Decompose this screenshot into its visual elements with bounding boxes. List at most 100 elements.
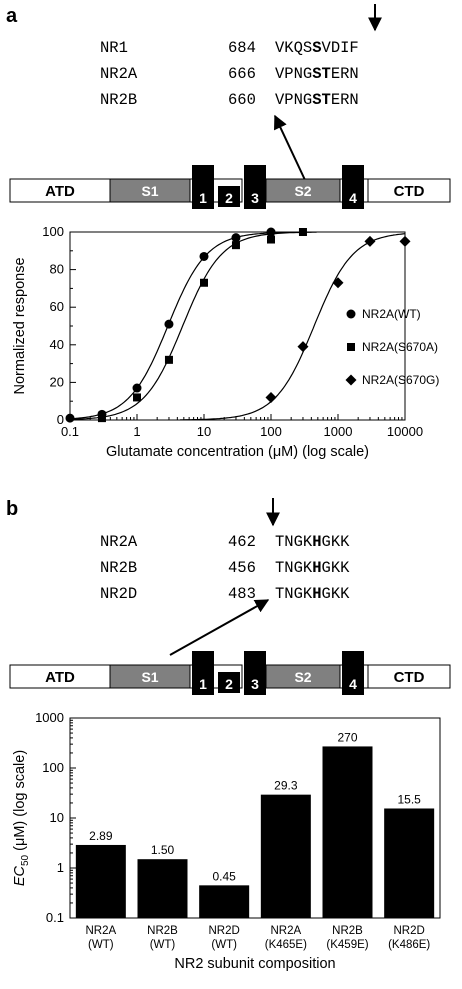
category-label: (K486E) [388,939,430,951]
fit-curve [180,233,406,421]
data-point [133,393,141,402]
data-point [298,228,307,236]
y-tick-label: 20 [50,374,64,389]
data-point [200,278,208,287]
data-point [199,251,209,261]
sequence-row: NR2B 660 VPNGSTERN [100,91,359,109]
domain-m2: 2 [225,190,233,206]
legend-label: NR2A(S670G) [362,373,439,387]
y-tick-label: 100 [42,760,64,775]
y-tick-label: 40 [50,337,64,352]
legend-label: NR2A(S670A) [362,340,438,354]
seq-residues: TNGKHGKK [275,559,350,577]
sequence-row: NR2A 666 VPNGSTERN [100,65,359,83]
y-tick-label: 60 [50,299,64,314]
data-point [266,227,276,237]
domain-ctd: CTD [394,183,425,200]
domain-diagram-a: ATD S1 1 2 3 S2 4 CTD [9,165,451,209]
category-label: NR2B [147,925,178,937]
panel-b-label: b [6,498,18,520]
category-label: (WT) [150,939,176,951]
y-tick-label: 1 [57,860,64,875]
seq-residues: VPNGSTERN [275,91,359,109]
bar [322,746,373,918]
domain-s1: S1 [141,669,158,685]
seq-residues: TNGKHGKK [275,585,350,603]
data-point [231,233,241,243]
bar [384,808,435,918]
domain-s2: S2 [294,183,311,199]
category-label: NR2B [332,925,363,937]
value-label: 1.50 [151,843,175,857]
category-label: NR2A [85,925,116,937]
y-tick-label: 10 [50,810,64,825]
bar [137,859,188,918]
data-point [364,235,376,247]
data-point [231,241,240,250]
pointer-arrow-b [169,599,270,656]
domain-m4: 4 [349,676,357,692]
legend-label: NR2A(WT) [362,307,421,321]
category-label: (WT) [211,939,237,951]
seq-residues: VKQSSVDIF [275,39,359,57]
category-label: NR2D [394,925,425,937]
seq-pos: 483 [228,585,256,603]
value-label: 29.3 [274,779,298,793]
data-point [399,235,411,247]
domain-atd: ATD [45,183,75,200]
data-point [132,383,142,393]
data-point [265,391,277,403]
plot-frame [69,231,406,421]
bar [199,885,250,918]
domain-atd: ATD [45,669,75,686]
domain-m2: 2 [225,676,233,692]
data-point [97,414,106,423]
legend-marker [345,374,357,386]
y-tick-label: 0 [57,412,64,427]
seq-name: NR1 [100,39,128,57]
seq-name: NR2B [100,559,137,577]
x-tick-label: 10000 [387,424,423,439]
domain-m4: 4 [349,190,357,206]
y-axis-label: EC50 (μM) (log scale) [12,750,31,886]
fit-curve [70,231,317,420]
domain-m1: 1 [199,676,207,692]
domain-ctd: CTD [394,669,425,686]
pointer-arrow-a [274,114,306,181]
sequence-row: NR2A 462 TNGKHGKK [100,533,350,551]
seq-name: NR2A [100,65,138,83]
x-axis-label: NR2 subunit composition [174,956,335,972]
domain-m3: 3 [251,190,259,206]
legend-marker [347,343,355,351]
fit-curve [69,231,302,420]
domain-s1: S1 [141,183,158,199]
seq-pos: 462 [228,533,256,551]
seq-pos: 666 [228,65,256,83]
domain-m3: 3 [251,676,259,692]
bar [75,844,126,918]
seq-name: NR2A [100,533,138,551]
y-tick-label: 100 [42,224,64,239]
category-label: (K459E) [326,939,368,951]
data-point [164,319,174,329]
x-tick-label: 10 [197,424,211,439]
seq-name: NR2B [100,91,137,109]
data-point [332,277,344,289]
value-label: 15.5 [397,792,421,806]
seq-name: NR2D [100,585,137,603]
ec50-bar-chart: 0.1 1 10 100 1000 2.89 NR2A (WT) 1.50 NR2B (WT) 0.4… [12,710,441,972]
data-point [164,355,173,364]
value-label: 0.45 [212,869,236,883]
x-tick-label: 1000 [324,424,353,439]
data-point [297,341,309,353]
y-tick-label: 80 [50,262,64,277]
value-label: 270 [337,730,357,744]
seq-pos: 684 [228,39,256,57]
domain-m1: 1 [199,190,207,206]
seq-pos: 456 [228,559,256,577]
seq-residues: TNGKHGKK [275,533,350,551]
x-tick-label: 100 [260,424,282,439]
value-label: 2.89 [89,829,113,843]
sequence-row: NR1 684 VKQSSVDIF [100,39,359,57]
